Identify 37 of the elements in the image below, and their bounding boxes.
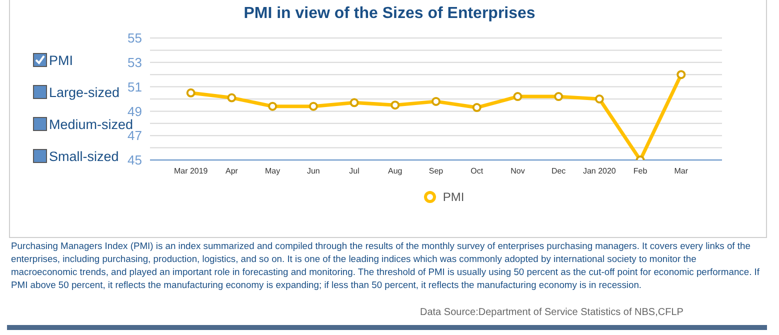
text: Small-sized [49,148,119,164]
point [390,100,400,110]
x-tick-label: Oct [470,166,484,176]
text: Purchasing Managers Index (PMI) is an index summarized and compiled through the results of the monthly survey of enterprises purchasing managers. It covers every links of the enterprises, including purchasing, production, logistics, and so on. It is one of the leading indices which was commonly adopted by international society to monitor the macroeconomic trends, and played an important role in forecasting and monitoring. The threshold of PMI is usually using 50 percent as the cut-off point for economic performance. If PMI above 50 percent, it reflects the manufacturing economy is expanding; if less than 50 percent, it reflects the manufacturing economy is in recession. [11,239,760,291]
point [268,102,278,111]
y-tick-label: 51 [128,79,142,94]
point [432,96,440,106]
point [227,93,236,102]
point [594,94,604,104]
x-tick-label: Jun [306,166,320,176]
y-tick-label: 45 [128,152,142,168]
x-tick-label: Nov [510,166,525,176]
point [308,102,318,111]
point [676,70,686,80]
x-tick-label: Feb [633,166,648,176]
point [513,92,522,102]
chart-title: PMI in view of the Sizes of Enterprises [242,5,536,23]
point [472,103,482,112]
text: Large-sized [49,84,120,100]
text: PMI [49,52,74,68]
x-tick-label: Apr [225,166,238,176]
point [350,98,359,108]
point [186,88,196,98]
legend-label: PMI [442,190,464,204]
x-tick-label: Dec [551,166,566,176]
x-tick-label: Mar [674,166,688,176]
y-tick-label: 55 [128,30,142,46]
x-tick-label: Mar 2019 [174,166,208,176]
x-tick-label: Sep [428,166,444,176]
source-note: Data Source:Department of Service Statistics of NBS,CFLP [420,307,684,318]
x-tick-label: May [265,166,280,176]
x-tick-label: Aug [388,166,402,176]
y-tick-label: 53 [128,55,142,70]
y-tick-label: 49 [128,104,142,119]
x-tick-label: Jul [349,166,360,176]
x-tick-label: Jan 2020 [582,166,616,176]
point [554,92,564,102]
